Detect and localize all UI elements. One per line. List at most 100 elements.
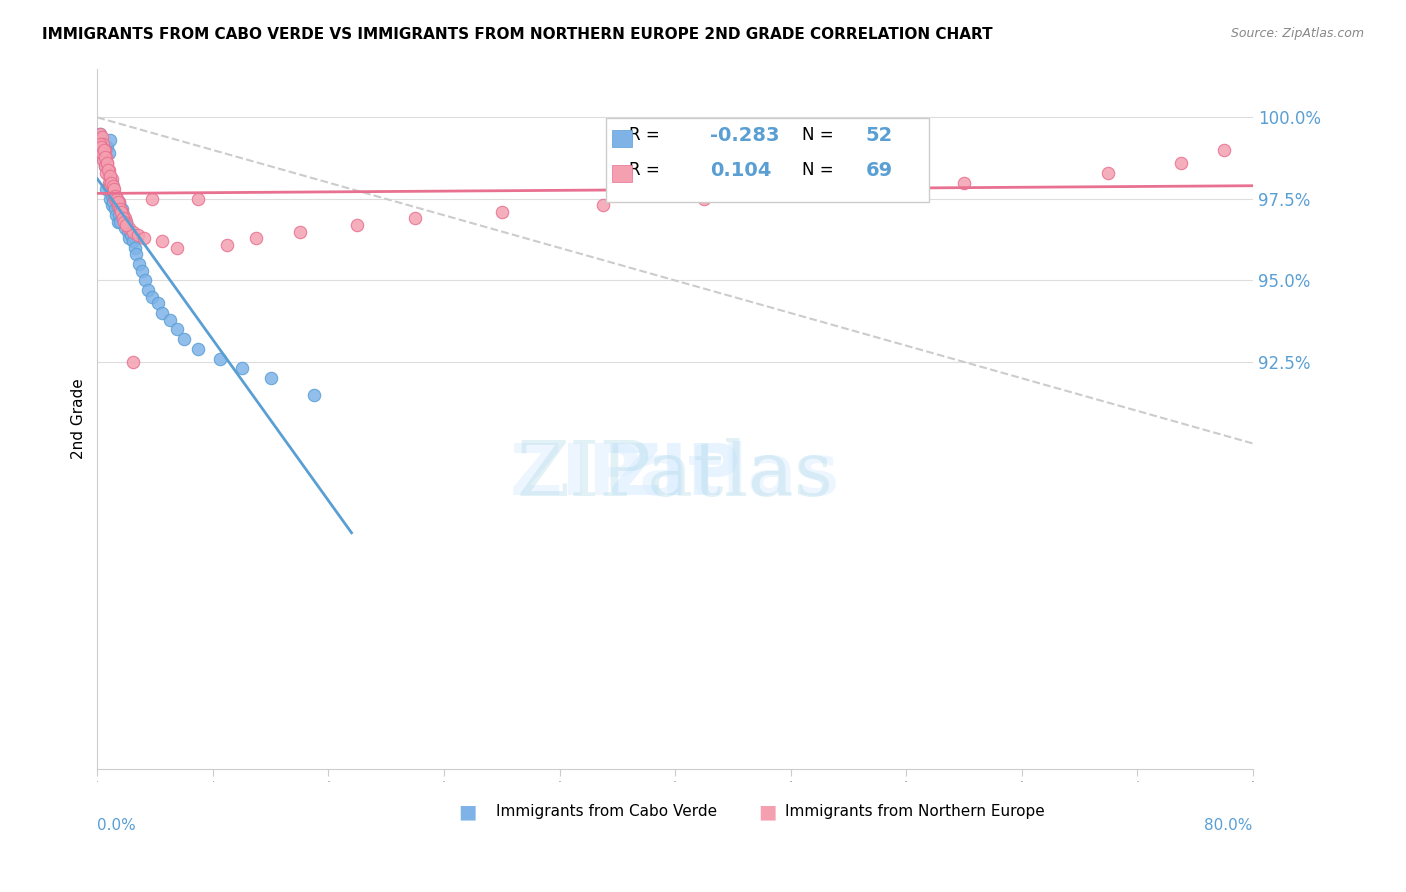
- Point: [90, 140, 112, 154]
- Point: [105, 208, 128, 222]
- Text: 52: 52: [866, 126, 893, 145]
- Text: 69: 69: [866, 161, 893, 179]
- Point: [94, 150, 117, 164]
- Point: [808, 182, 831, 196]
- Point: [124, 241, 146, 255]
- Point: [111, 211, 134, 226]
- Text: 0.0%: 0.0%: [97, 818, 136, 833]
- Point: [96, 140, 118, 154]
- Point: [98, 169, 121, 183]
- Point: [146, 296, 169, 310]
- Point: [91, 146, 114, 161]
- Point: [128, 257, 150, 271]
- Text: ZIP: ZIP: [609, 441, 741, 509]
- Point: [1097, 166, 1119, 180]
- Point: [217, 237, 239, 252]
- Point: [159, 312, 181, 326]
- Point: [89, 127, 111, 141]
- Point: [101, 178, 124, 193]
- Point: [101, 176, 124, 190]
- Text: -0.283: -0.283: [710, 126, 779, 145]
- Point: [134, 273, 156, 287]
- Y-axis label: 2nd Grade: 2nd Grade: [72, 378, 86, 459]
- Point: [90, 136, 112, 151]
- Point: [96, 156, 118, 170]
- Point: [97, 146, 120, 161]
- Point: [108, 202, 131, 216]
- Point: [491, 205, 513, 219]
- Point: [98, 172, 121, 186]
- Point: [187, 342, 209, 356]
- Point: [110, 202, 132, 216]
- Text: ZIPatlas: ZIPatlas: [510, 441, 841, 509]
- Text: N =: N =: [803, 161, 839, 179]
- Point: [105, 192, 128, 206]
- Point: [112, 215, 135, 229]
- Point: [90, 130, 112, 145]
- Text: R =: R =: [628, 126, 665, 145]
- Point: [120, 227, 142, 242]
- FancyBboxPatch shape: [612, 129, 633, 147]
- Point: [94, 166, 117, 180]
- Point: [104, 202, 127, 216]
- Point: [166, 322, 188, 336]
- Point: [115, 215, 138, 229]
- Point: [108, 195, 131, 210]
- Point: [98, 133, 121, 147]
- Point: [118, 231, 141, 245]
- Point: [89, 136, 111, 151]
- Point: [122, 225, 145, 239]
- Point: [118, 221, 141, 235]
- Point: [115, 215, 138, 229]
- Point: [90, 146, 112, 161]
- Point: [98, 192, 121, 206]
- Point: [404, 211, 426, 226]
- Point: [104, 188, 127, 202]
- Point: [132, 231, 155, 245]
- Point: [93, 159, 115, 173]
- Point: [101, 182, 124, 196]
- Point: [302, 387, 325, 401]
- Point: [89, 127, 111, 141]
- Point: [103, 182, 125, 196]
- Point: [108, 195, 131, 210]
- Point: [693, 192, 716, 206]
- Point: [93, 143, 115, 157]
- Point: [101, 172, 124, 186]
- Point: [94, 150, 117, 164]
- Point: [288, 225, 311, 239]
- Point: [122, 355, 145, 369]
- Point: [260, 371, 283, 385]
- Text: Source: ZipAtlas.com: Source: ZipAtlas.com: [1230, 27, 1364, 40]
- Point: [93, 143, 115, 157]
- Point: [136, 283, 159, 297]
- Point: [125, 247, 148, 261]
- Point: [112, 208, 135, 222]
- Point: [150, 235, 173, 249]
- Point: [117, 225, 139, 239]
- Point: [1170, 156, 1192, 170]
- Point: [114, 218, 136, 232]
- Text: Immigrants from Cabo Verde: Immigrants from Cabo Verde: [496, 804, 717, 819]
- Point: [141, 192, 163, 206]
- Point: [953, 176, 976, 190]
- Text: N =: N =: [803, 126, 839, 145]
- Point: [114, 221, 136, 235]
- Point: [127, 227, 149, 242]
- Point: [112, 208, 135, 222]
- Point: [111, 205, 134, 219]
- Text: ■: ■: [758, 802, 776, 821]
- Point: [101, 186, 124, 200]
- Point: [96, 156, 118, 170]
- Point: [94, 182, 117, 196]
- Point: [107, 195, 129, 210]
- Point: [110, 215, 132, 229]
- Point: [97, 162, 120, 177]
- Point: [97, 176, 120, 190]
- Point: [105, 192, 128, 206]
- Point: [103, 182, 125, 196]
- Point: [231, 361, 253, 376]
- Point: [245, 231, 267, 245]
- Point: [91, 153, 114, 167]
- Point: [346, 218, 368, 232]
